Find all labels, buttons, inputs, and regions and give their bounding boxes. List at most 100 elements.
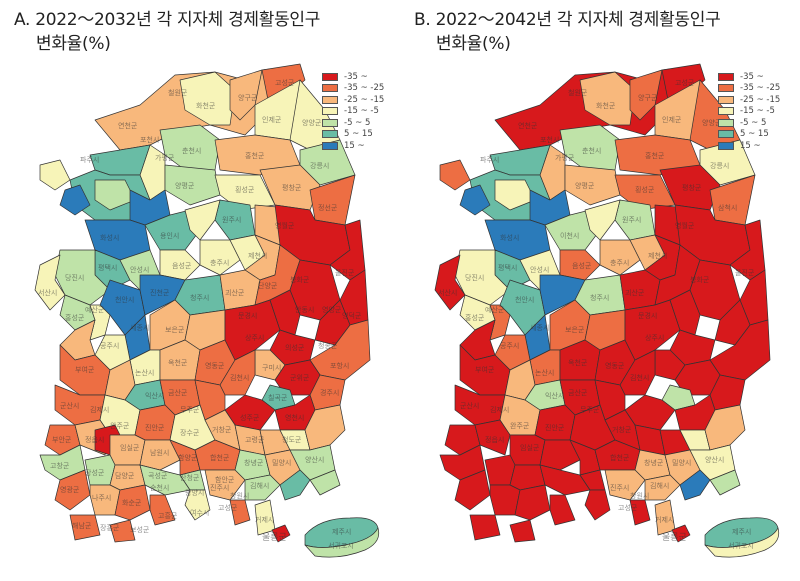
svg-text:영양군: 영양군 (322, 305, 342, 314)
panel-b-title: B. 2022～2042년 각 지자체 경제활동인구 변화율(%) (414, 8, 721, 56)
svg-text:강릉시: 강릉시 (310, 161, 329, 170)
legend-label: -35 ~ -25 (344, 83, 385, 94)
legend-label: -35 ~ (344, 71, 368, 82)
svg-text:용인시: 용인시 (160, 231, 179, 240)
svg-text:보은군: 보은군 (565, 326, 585, 334)
legend-b: -35 ~ -35 ~ -25 -25 ~ -15 -15 ~ -5 -5 ~ … (718, 71, 780, 152)
svg-text:김천시: 김천시 (230, 373, 249, 382)
svg-text:영광군: 영광군 (60, 485, 80, 494)
legend-item: 5 ~ 15 (322, 129, 384, 141)
svg-text:김해시: 김해시 (250, 481, 269, 490)
legend-label: -15 ~ -5 (344, 106, 379, 117)
legend-item: -15 ~ -5 (718, 106, 780, 118)
legend-swatch (718, 130, 734, 139)
title-line-2: 변화율(%) (436, 34, 511, 54)
svg-text:충주시: 충주시 (610, 258, 629, 267)
legend-item: -15 ~ -5 (322, 106, 384, 118)
svg-text:광양시: 광양시 (185, 489, 204, 497)
svg-text:원주시: 원주시 (622, 215, 641, 224)
svg-text:곡성군: 곡성군 (148, 471, 168, 480)
svg-text:횡성군: 횡성군 (235, 185, 255, 194)
svg-text:당진시: 당진시 (65, 273, 84, 282)
svg-text:장흥군: 장흥군 (100, 523, 120, 532)
svg-text:논산시: 논산시 (135, 368, 154, 377)
svg-text:김천시: 김천시 (630, 373, 649, 382)
svg-text:고성군: 고성군 (218, 503, 238, 512)
svg-text:홍천군: 홍천군 (245, 151, 265, 160)
svg-text:진주시: 진주시 (610, 483, 629, 492)
svg-text:횡성군: 횡성군 (635, 185, 655, 194)
svg-text:의성군: 의성군 (285, 343, 305, 352)
svg-text:안동시: 안동시 (295, 305, 314, 314)
panel-b: B. 2022～2042년 각 지자체 경제활동인구 변화율(%) (400, 0, 800, 581)
svg-text:양산시: 양산시 (705, 455, 724, 464)
svg-text:군산시: 군산시 (460, 401, 479, 410)
panel-a: A. 2022～2032년 각 지자체 경제활동인구 변화율(%) (14, 10, 385, 558)
svg-text:밀양시: 밀양시 (272, 459, 291, 467)
svg-text:김제시: 김제시 (90, 406, 109, 414)
legend-swatch (718, 84, 734, 93)
svg-text:제주시: 제주시 (732, 528, 751, 536)
legend-swatch (322, 107, 338, 116)
svg-text:상주시: 상주시 (245, 333, 264, 342)
svg-text:진주시: 진주시 (210, 483, 229, 492)
svg-text:칠곡군: 칠곡군 (268, 393, 288, 402)
svg-text:음성군: 음성군 (172, 261, 192, 270)
svg-text:고성군: 고성군 (675, 78, 695, 87)
svg-text:나주시: 나주시 (92, 493, 111, 502)
svg-text:영동군: 영동군 (205, 361, 225, 370)
choropleth-map-b: 철원군 화천군 양구군 고성군 인제군 양양군 연천군 포천시 파주시 가평군 … (434, 63, 780, 558)
svg-text:구미시: 구미시 (262, 363, 281, 372)
svg-text:인제군: 인제군 (262, 115, 282, 124)
svg-text:인제군: 인제군 (662, 115, 682, 124)
svg-text:괴산군: 괴산군 (225, 288, 245, 297)
svg-text:함양군: 함양군 (178, 453, 198, 462)
svg-text:영월군: 영월군 (675, 221, 695, 230)
svg-text:강릉시: 강릉시 (710, 161, 729, 170)
svg-text:청주시: 청주시 (590, 294, 609, 302)
svg-text:무주군: 무주군 (580, 406, 600, 414)
svg-text:서산시: 서산시 (438, 288, 457, 297)
legend-swatch (322, 84, 338, 93)
svg-text:이천시: 이천시 (560, 231, 579, 240)
legend-swatch (322, 72, 338, 81)
svg-text:연천군: 연천군 (518, 121, 538, 130)
svg-text:안성시: 안성시 (530, 265, 549, 274)
legend-item: -35 ~ -25 (718, 83, 780, 95)
svg-text:원주시: 원주시 (222, 215, 241, 224)
legend-label: -35 ~ (740, 71, 764, 82)
svg-text:영덕군: 영덕군 (342, 311, 362, 320)
svg-text:파주시: 파주시 (80, 155, 99, 164)
legend-swatch (322, 95, 338, 104)
svg-text:제천시: 제천시 (248, 251, 267, 260)
legend-swatch (322, 130, 338, 139)
svg-text:고성군: 고성군 (618, 503, 638, 512)
legend-label: -15 ~ -5 (740, 106, 775, 117)
svg-text:밀양시: 밀양시 (672, 459, 691, 467)
title-line-2: 변화율(%) (36, 34, 111, 54)
svg-text:서귀포시: 서귀포시 (328, 541, 354, 550)
legend-item: -35 ~ -25 (322, 83, 384, 95)
legend-swatch (718, 72, 734, 81)
svg-text:영월군: 영월군 (275, 221, 295, 230)
svg-text:영천시: 영천시 (285, 413, 304, 422)
svg-text:완주군: 완주군 (510, 422, 530, 430)
legend-item: -35 ~ (322, 71, 384, 83)
svg-text:양평군: 양평군 (575, 181, 595, 190)
svg-text:청송군: 청송군 (318, 342, 338, 350)
legend-label: 15 ~ (344, 140, 365, 151)
svg-text:서귀포시: 서귀포시 (728, 541, 754, 550)
svg-text:진안군: 진안군 (545, 423, 565, 432)
svg-text:양양군: 양양군 (302, 119, 322, 127)
svg-text:단양군: 단양군 (258, 281, 278, 290)
svg-text:군산시: 군산시 (60, 401, 79, 410)
svg-text:고령군: 고령군 (245, 436, 265, 444)
legend-label: -25 ~ -15 (344, 94, 385, 105)
svg-text:제천시: 제천시 (648, 251, 667, 260)
svg-text:세종시: 세종시 (130, 323, 149, 332)
legend-item: -35 ~ (718, 71, 780, 83)
svg-text:가평군: 가평군 (155, 153, 175, 162)
svg-text:춘천시: 춘천시 (182, 146, 201, 155)
svg-text:순천시: 순천시 (150, 483, 169, 492)
svg-text:안성시: 안성시 (130, 265, 149, 274)
